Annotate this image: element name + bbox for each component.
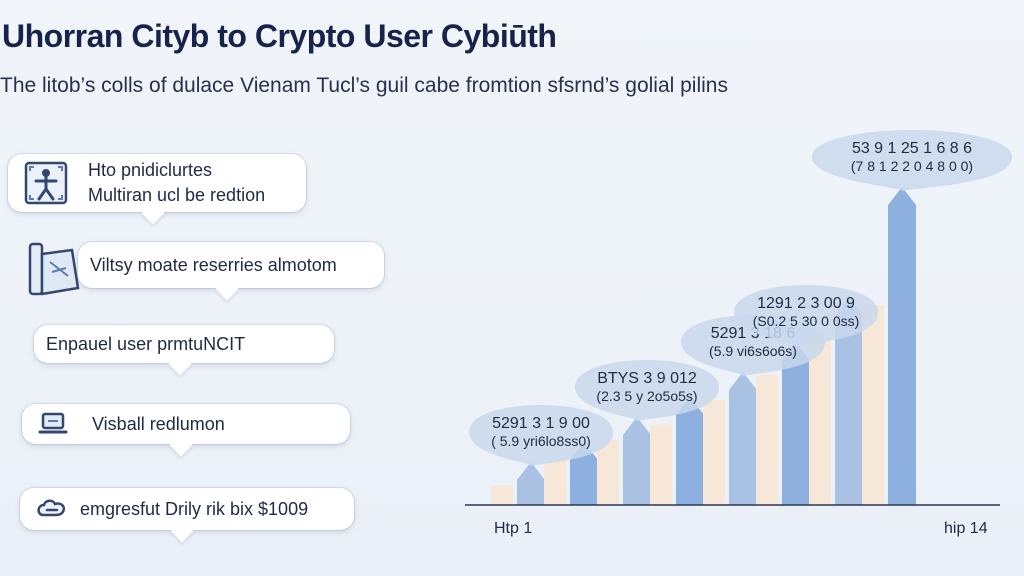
bar-series-2-8: [888, 205, 916, 505]
bar-series-2-7: [835, 315, 863, 505]
bar-series-2-tip-5: [729, 372, 757, 390]
cloud-link-icon: [34, 496, 70, 520]
bar-series-2-6: [782, 360, 810, 505]
bar-series-2-5: [729, 390, 757, 505]
annotation-label-2-line-2: (2.3 5 y 2o5o5s): [596, 388, 697, 404]
annotation-bubble-4: [734, 285, 878, 346]
person-frame-icon: [22, 160, 70, 206]
bar-series-1-5: [703, 400, 725, 505]
bar-series-1-3: [597, 440, 619, 505]
card-1-line-2: Multiran ucl be redtion: [88, 185, 266, 205]
card-3-line-1: Enpauel user prmtuNCIT: [46, 333, 246, 354]
card-4-line-1: Visball redlumon: [92, 413, 225, 434]
bar-series-1-7: [809, 335, 831, 505]
bar-series-2-tip-1: [517, 462, 545, 480]
card-2-line-1: Viltsy moate reserries almotom: [90, 254, 337, 275]
annotation-bubble-5: [812, 130, 1012, 191]
page-title: Uhorran Cityb to Crypto User Cybiūth: [2, 18, 557, 54]
card-5-line-1: emgresfut Drily rik bix $1009: [80, 498, 309, 519]
bar-series-1-4: [650, 425, 672, 505]
card-1-line-1: Hto pnidiclurtes: [88, 160, 213, 180]
info-card-4: Visball redlumon: [22, 404, 350, 444]
bar-series-2-3: [623, 435, 651, 505]
bar-series-2-tip-3: [623, 417, 651, 435]
bar-series-1-6: [756, 375, 778, 505]
annotation-label-5-line-2: (7 8 1 2 2 0 4 8 0 0): [851, 158, 973, 174]
growth-chart: 5291 3 1 9 00( 5.9 yri6lo8ss0) BTYS 3 9 0…: [455, 130, 1024, 560]
annotation-label-1-line-1: 5291 3 1 9 00: [492, 415, 590, 432]
annotation-label-4-line-2: (S0.2 5 30 0 0ss): [753, 313, 860, 329]
bar-series-1-2: [544, 460, 566, 505]
annotation-label-2-line-1: BTYS 3 9 012: [597, 370, 697, 387]
bar-series-2-2: [570, 460, 598, 505]
laptop-icon: [36, 408, 70, 440]
growth-chart-svg: 5291 3 1 9 00( 5.9 yri6lo8ss0) BTYS 3 9 0…: [465, 130, 1012, 506]
bar-series-2-tip-8: [888, 187, 916, 205]
info-card-1: Hto pnidiclurtes Multiran ucl be redtion: [8, 154, 306, 212]
annotation-label-1-line-2: ( 5.9 yri6lo8ss0): [491, 433, 591, 449]
x-axis-start-label: Htp 1: [494, 520, 533, 537]
annotation-label-3-line-2: (5.9 vi6s6o6s): [709, 343, 797, 359]
bar-series-1-8: [862, 305, 884, 505]
bar-series-2-4: [676, 415, 704, 505]
page-subtitle: The litob’s colls of dulace Vienam Tucl’…: [0, 74, 728, 97]
annotation-bubble-2: [575, 360, 719, 421]
bar-series-1-1: [491, 485, 513, 505]
info-card-3: Enpauel user prmtuNCIT: [34, 325, 334, 363]
x-axis-end-label: hip 14: [944, 520, 988, 537]
info-card-5: emgresfut Drily rik bix $1009: [20, 488, 354, 530]
document-scroll-icon: [26, 240, 82, 300]
annotation-bubble-1: [469, 405, 613, 466]
bar-series-2-1: [517, 480, 545, 505]
annotation-label-4-line-1: 1291 2 3 00 9: [757, 295, 855, 312]
info-card-2: Viltsy moate reserries almotom: [78, 242, 384, 288]
annotation-label-5-line-1: 53 9 1 25 1 6 8 6: [852, 140, 972, 157]
